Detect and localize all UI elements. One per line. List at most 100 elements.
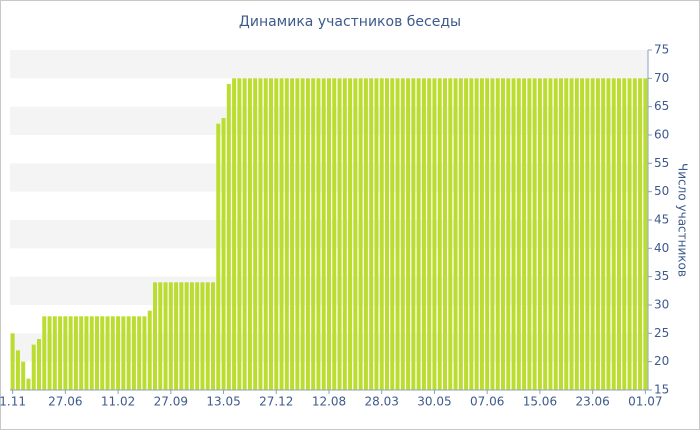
bar (400, 78, 405, 390)
bar (580, 78, 585, 390)
bar (158, 282, 163, 390)
bar (643, 78, 648, 390)
x-tick-label: 30.05 (417, 395, 451, 409)
y-tick-label: 15 (654, 383, 669, 397)
bar (559, 78, 563, 390)
bar (469, 78, 474, 390)
x-tick-label: 07.06 (470, 395, 504, 409)
bar (216, 123, 221, 391)
bar (15, 350, 20, 390)
bar (31, 344, 36, 390)
bar (47, 316, 52, 390)
bar (369, 78, 374, 390)
bar (258, 78, 263, 390)
bar (543, 78, 548, 390)
bar (121, 316, 126, 390)
bar (211, 282, 215, 390)
bar (284, 78, 289, 390)
chart-title: Динамика участников беседы (239, 14, 461, 30)
bar (595, 78, 600, 390)
y-tick-label: 60 (654, 128, 669, 142)
bar (606, 78, 611, 390)
bar (406, 78, 411, 390)
bar (332, 78, 337, 390)
bar (221, 118, 226, 390)
bar (416, 78, 421, 390)
bar (247, 78, 252, 390)
y-tick-label: 50 (654, 184, 669, 198)
bar (279, 78, 284, 390)
bar (485, 78, 490, 390)
bar (379, 78, 384, 390)
bar (300, 78, 305, 390)
bar (147, 310, 152, 390)
x-tick-label: 23.06 (575, 395, 609, 409)
y-tick-label: 70 (654, 71, 669, 85)
bar (79, 316, 84, 390)
bar (453, 78, 458, 390)
x-tick-label: 12.08 (312, 395, 346, 409)
bar (632, 78, 637, 390)
bar (200, 282, 205, 390)
bar (353, 78, 358, 390)
bar (522, 78, 527, 390)
bar (342, 78, 347, 390)
bar (532, 78, 537, 390)
y-tick-label: 65 (654, 99, 669, 113)
y-tick-label: 75 (654, 43, 669, 57)
bar (411, 78, 416, 390)
bar (58, 316, 63, 390)
bar (506, 78, 511, 390)
bar (263, 78, 268, 390)
bar (395, 78, 400, 390)
bar (432, 78, 437, 390)
bar (511, 78, 516, 390)
bar (537, 78, 542, 390)
bar (611, 78, 616, 390)
bar (421, 78, 426, 390)
x-tick-label: 27.06 (48, 395, 82, 409)
bar (527, 78, 532, 390)
bar (153, 282, 157, 390)
x-tick-label: 27.12 (259, 395, 293, 409)
bar (73, 316, 78, 390)
bar (385, 78, 389, 390)
bar (242, 78, 247, 390)
bar (585, 78, 590, 390)
bar (179, 282, 184, 390)
bar (105, 316, 110, 390)
bar (590, 78, 595, 390)
bar (374, 78, 379, 390)
bar (474, 78, 479, 390)
y-tick-label: 20 (654, 354, 669, 368)
bar (601, 78, 606, 390)
bar (464, 78, 469, 390)
x-tick-label: 13.05 (206, 395, 240, 409)
y-tick-label: 25 (654, 326, 669, 340)
x-tick-label: 27.09 (154, 395, 188, 409)
bar (137, 316, 142, 390)
bar (274, 78, 279, 390)
x-tick-label: 01.07 (628, 395, 662, 409)
bar (443, 78, 447, 390)
bar (269, 78, 273, 390)
bar (126, 316, 131, 390)
bar (337, 78, 342, 390)
bar (184, 282, 189, 390)
bar (253, 78, 258, 390)
bar (42, 316, 47, 390)
bar (390, 78, 395, 390)
y-tick-label: 30 (654, 298, 669, 312)
bar (501, 78, 505, 390)
bar (569, 78, 574, 390)
bar (321, 78, 326, 390)
bar (89, 316, 94, 390)
bar (142, 316, 147, 390)
bar (10, 333, 15, 390)
bar (437, 78, 442, 390)
bar (26, 378, 31, 390)
bar (37, 339, 41, 390)
bar (311, 78, 316, 390)
bar (458, 78, 463, 390)
